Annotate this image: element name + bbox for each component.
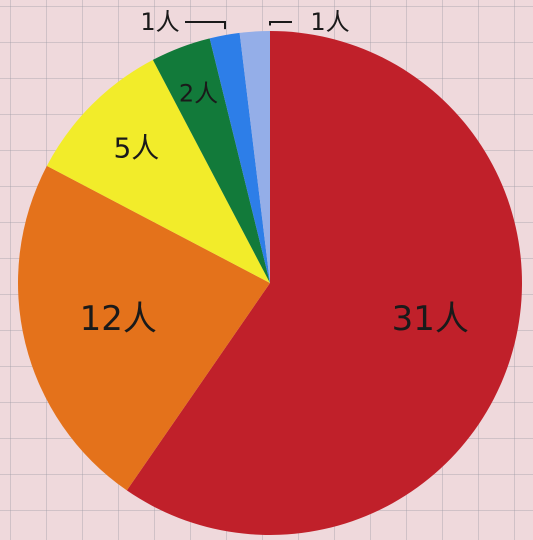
slice-label: 2人 [179,80,218,108]
slice-labels: 31人 12人 5人 2人 1人 1人 [80,8,469,339]
pie-slice [46,59,270,283]
leader-line [269,21,292,26]
pie-slice [152,38,270,283]
slice-label: 1人 [310,8,349,36]
pie-slice [209,32,270,283]
slice-label: 31人 [392,299,469,339]
pie-slice [126,31,522,535]
slice-label: 1人 [140,8,179,36]
leader-line [185,21,226,30]
slice-label: 5人 [113,131,159,164]
slice-label: 12人 [80,299,157,339]
pie-slice [17,165,271,491]
pie-slices [17,31,522,535]
pie-slice [239,31,270,283]
leader-lines [185,21,292,30]
